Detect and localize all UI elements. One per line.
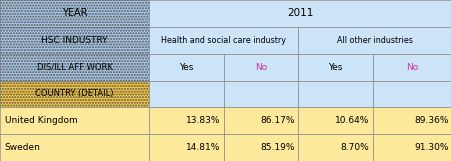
Bar [0, 54, 149, 80]
Text: United Kingdom: United Kingdom [5, 116, 77, 125]
Bar [149, 0, 451, 27]
Bar [149, 80, 223, 107]
Text: DIS/ILL AFF WORK: DIS/ILL AFF WORK [37, 63, 112, 72]
Bar [372, 134, 451, 161]
Bar [149, 27, 298, 54]
Bar [372, 107, 451, 134]
Text: 91.30%: 91.30% [413, 143, 447, 152]
Bar [0, 80, 149, 107]
Bar [372, 54, 451, 80]
Bar [372, 80, 451, 107]
Bar [0, 27, 149, 54]
Text: HSC INDUSTRY: HSC INDUSTRY [41, 36, 108, 45]
Text: 13.83%: 13.83% [185, 116, 220, 125]
Text: YEAR: YEAR [62, 8, 87, 18]
Text: 89.36%: 89.36% [413, 116, 447, 125]
Text: 8.70%: 8.70% [340, 143, 368, 152]
Text: 86.17%: 86.17% [260, 116, 294, 125]
Text: 14.81%: 14.81% [185, 143, 220, 152]
Bar [298, 27, 451, 54]
Bar [0, 80, 149, 107]
Bar [298, 134, 372, 161]
Bar [223, 80, 298, 107]
Bar [149, 107, 223, 134]
Text: 10.64%: 10.64% [334, 116, 368, 125]
Bar [298, 107, 372, 134]
Text: COUNTRY (DETAIL): COUNTRY (DETAIL) [35, 89, 114, 98]
Bar [298, 54, 372, 80]
Bar [0, 27, 149, 54]
Bar [149, 134, 223, 161]
Text: Yes: Yes [328, 63, 342, 72]
Bar [149, 54, 223, 80]
Text: No: No [254, 63, 267, 72]
Bar [0, 54, 149, 80]
Text: Yes: Yes [179, 63, 193, 72]
Text: Sweden: Sweden [5, 143, 40, 152]
Text: Health and social care industry: Health and social care industry [161, 36, 285, 45]
Bar [0, 0, 149, 27]
Bar [223, 107, 298, 134]
Text: 85.19%: 85.19% [260, 143, 294, 152]
Bar [0, 134, 149, 161]
Text: All other industries: All other industries [336, 36, 412, 45]
Bar [0, 107, 149, 134]
Bar [223, 54, 298, 80]
Bar [298, 80, 372, 107]
Text: 2011: 2011 [287, 8, 313, 18]
Bar [223, 134, 298, 161]
Text: No: No [405, 63, 418, 72]
Bar [0, 0, 149, 27]
